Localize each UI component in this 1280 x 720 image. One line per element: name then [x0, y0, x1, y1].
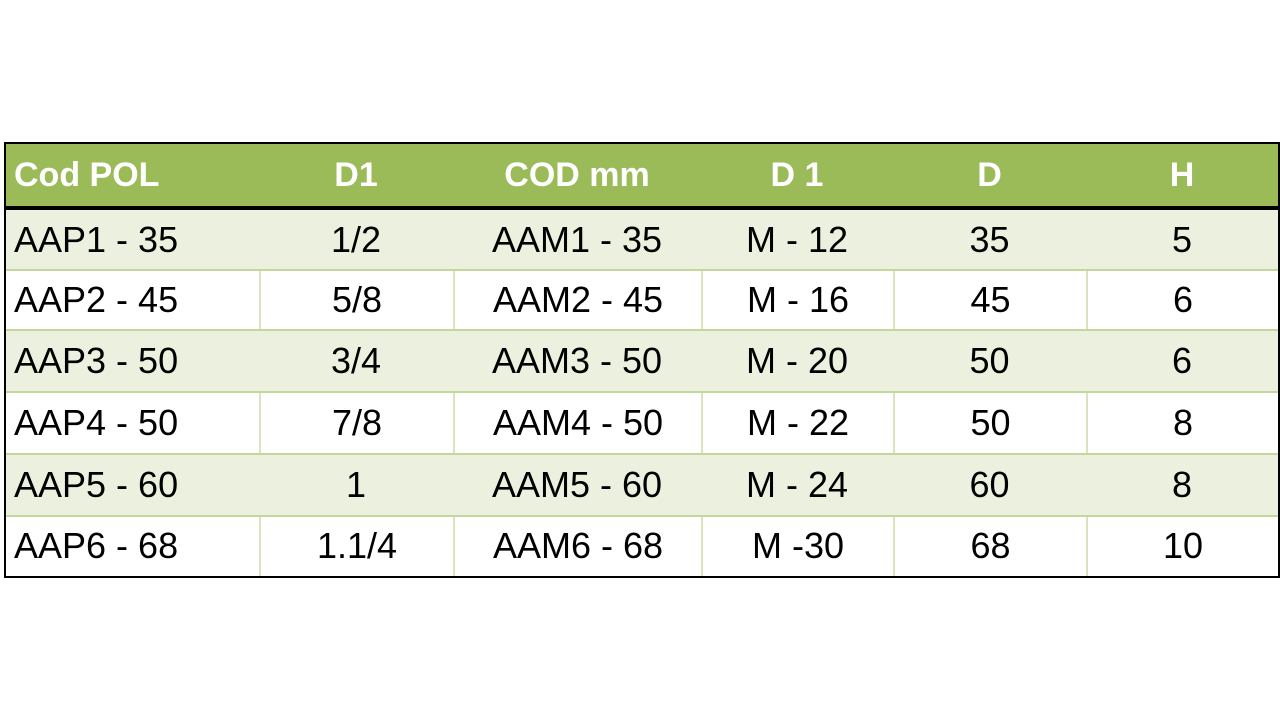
table-cell: 7/8 — [259, 392, 453, 454]
table-cell: AAP1 - 35 — [6, 210, 259, 270]
table-cell: AAM2 - 45 — [453, 270, 701, 330]
table-cell: AAM3 - 50 — [453, 330, 701, 392]
table-cell: AAP5 - 60 — [6, 454, 259, 516]
row-rule — [6, 329, 1278, 331]
header-rule — [6, 206, 1278, 210]
table-cell: M - 22 — [701, 392, 893, 454]
table-cell: 1.1/4 — [259, 516, 453, 576]
table-cell: 1 — [259, 454, 453, 516]
header-cell: H — [1086, 144, 1278, 206]
table-cell: 6 — [1086, 330, 1278, 392]
table-cell: M - 12 — [701, 210, 893, 270]
header-cell: D — [893, 144, 1086, 206]
table-cell: 8 — [1086, 392, 1278, 454]
table-cell: 3/4 — [259, 330, 453, 392]
table-cell: 50 — [893, 330, 1086, 392]
table-cell: M - 24 — [701, 454, 893, 516]
row-rule — [6, 391, 1278, 393]
table-cell: 6 — [1086, 270, 1278, 330]
table-cell: AAM4 - 50 — [453, 392, 701, 454]
table-cell: AAP3 - 50 — [6, 330, 259, 392]
table-cell: 45 — [893, 270, 1086, 330]
table-cell: AAP6 - 68 — [6, 516, 259, 576]
table-cell: M - 20 — [701, 330, 893, 392]
row-rule — [6, 515, 1278, 517]
table-cell: AAP4 - 50 — [6, 392, 259, 454]
table-cell: AAM6 - 68 — [453, 516, 701, 576]
header-cell: COD mm — [453, 144, 701, 206]
header-cell: D1 — [259, 144, 453, 206]
table-cell: 35 — [893, 210, 1086, 270]
table-cell: 10 — [1086, 516, 1278, 576]
table-cell: 5/8 — [259, 270, 453, 330]
table-cell: AAM5 - 60 — [453, 454, 701, 516]
table-cell: 60 — [893, 454, 1086, 516]
table-cell: 1/2 — [259, 210, 453, 270]
row-rule — [6, 269, 1278, 271]
table-cell: AAP2 - 45 — [6, 270, 259, 330]
table: Cod POL D1 COD mm D 1 D H AAP1 - 35 1/2 AAM1 - 3… — [4, 142, 1280, 578]
table-cell: 5 — [1086, 210, 1278, 270]
table-cell: 8 — [1086, 454, 1278, 516]
header-cell: Cod POL — [6, 144, 259, 206]
table-cell: 68 — [893, 516, 1086, 576]
table-cell: M - 16 — [701, 270, 893, 330]
table-cell: 50 — [893, 392, 1086, 454]
row-rule — [6, 453, 1278, 455]
header-cell: D 1 — [701, 144, 893, 206]
table-cell: M -30 — [701, 516, 893, 576]
table-cell: AAM1 - 35 — [453, 210, 701, 270]
